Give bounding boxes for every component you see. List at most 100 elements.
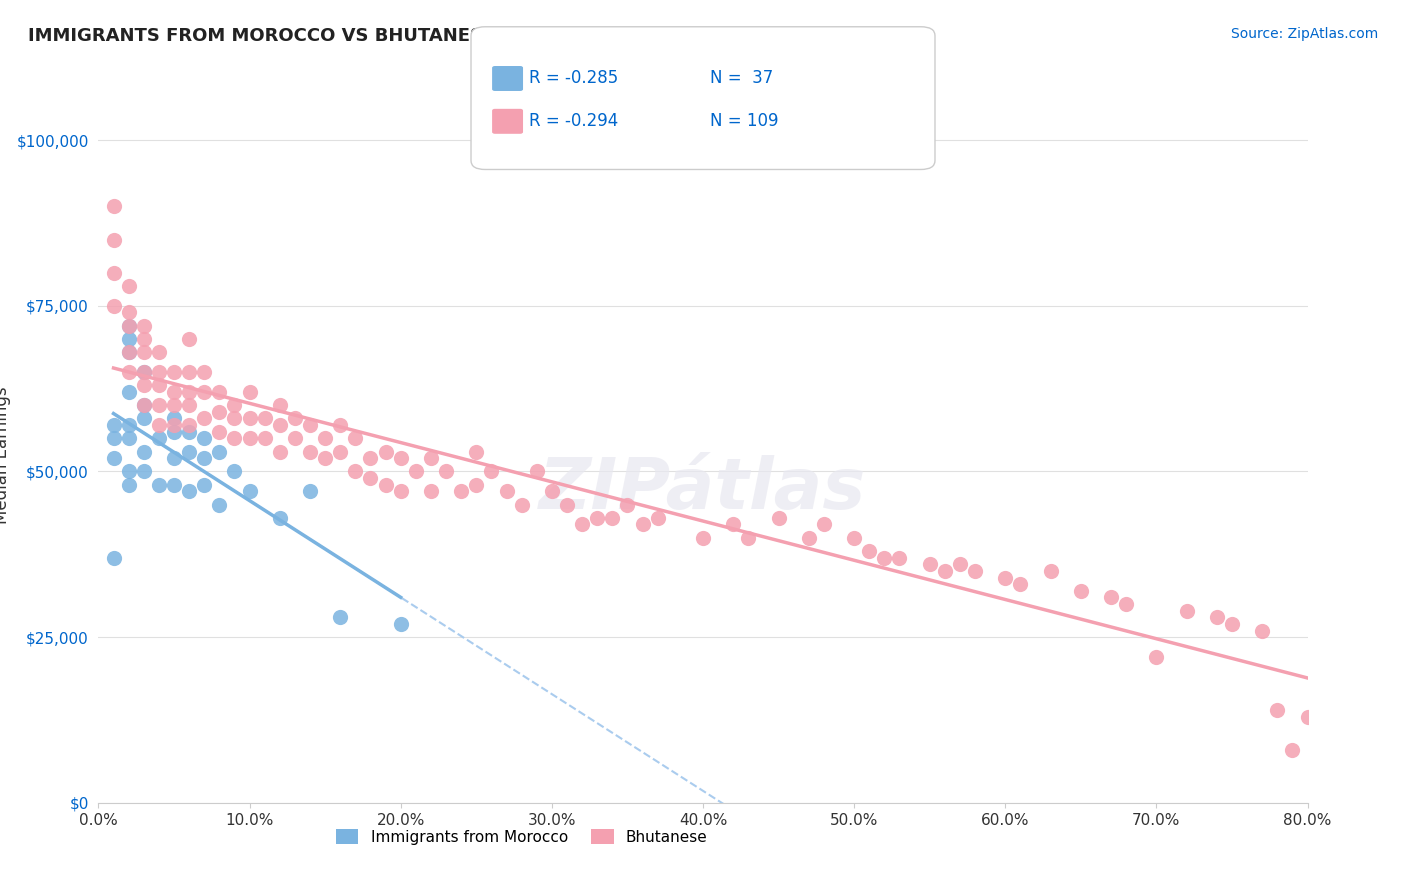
Point xyxy=(586,511,609,525)
Point xyxy=(239,431,262,445)
Point xyxy=(284,431,307,445)
Point xyxy=(132,365,155,379)
Point xyxy=(193,431,215,445)
Point xyxy=(723,517,745,532)
Point xyxy=(344,431,367,445)
Point xyxy=(163,384,186,399)
Point xyxy=(103,199,125,213)
Point xyxy=(179,384,201,399)
Text: N = 109: N = 109 xyxy=(710,112,779,130)
Point xyxy=(132,411,155,425)
Point xyxy=(616,498,638,512)
Point xyxy=(299,418,322,433)
Text: IMMIGRANTS FROM MOROCCO VS BHUTANESE MEDIAN EARNINGS CORRELATION CHART: IMMIGRANTS FROM MOROCCO VS BHUTANESE MED… xyxy=(28,27,914,45)
Point xyxy=(1070,583,1092,598)
Point xyxy=(813,517,835,532)
Point xyxy=(329,444,352,458)
Point xyxy=(420,451,443,466)
Point xyxy=(103,233,125,247)
Point xyxy=(1175,604,1198,618)
Point xyxy=(132,332,155,346)
Point xyxy=(193,411,215,425)
Point xyxy=(132,318,155,333)
Point xyxy=(118,279,141,293)
Point xyxy=(132,365,155,379)
Point xyxy=(269,511,291,525)
Point xyxy=(269,398,291,412)
Point xyxy=(132,398,155,412)
Point xyxy=(118,431,141,445)
Point xyxy=(1144,650,1167,665)
Point xyxy=(631,517,654,532)
Text: ZIPátlas: ZIPátlas xyxy=(540,455,866,524)
Point xyxy=(239,384,262,399)
Point xyxy=(692,531,714,545)
Point xyxy=(1010,577,1032,591)
Point xyxy=(118,305,141,319)
Point xyxy=(873,550,896,565)
Point xyxy=(132,444,155,458)
Point xyxy=(344,465,367,479)
Legend: Immigrants from Morocco, Bhutanese: Immigrants from Morocco, Bhutanese xyxy=(329,822,714,851)
Point xyxy=(965,564,987,578)
Point xyxy=(118,477,141,491)
Point xyxy=(253,431,276,445)
Text: N =  37: N = 37 xyxy=(710,70,773,87)
Point xyxy=(329,610,352,624)
Point xyxy=(224,398,246,412)
Point xyxy=(239,484,262,499)
Point xyxy=(179,332,201,346)
Point xyxy=(132,378,155,392)
Point xyxy=(148,431,170,445)
Point xyxy=(163,451,186,466)
Point xyxy=(132,345,155,359)
Point xyxy=(179,425,201,439)
Point xyxy=(224,431,246,445)
Point xyxy=(163,365,186,379)
Point xyxy=(858,544,880,558)
Point xyxy=(360,451,382,466)
Point xyxy=(284,411,307,425)
Point xyxy=(647,511,669,525)
Point xyxy=(103,550,125,565)
Point xyxy=(179,365,201,379)
Point xyxy=(1099,591,1122,605)
Point xyxy=(179,444,201,458)
Point xyxy=(389,451,412,466)
Point xyxy=(163,477,186,491)
Point xyxy=(465,444,488,458)
Point xyxy=(148,418,170,433)
Point xyxy=(208,444,231,458)
Point xyxy=(148,345,170,359)
Point xyxy=(299,444,322,458)
Point xyxy=(269,418,291,433)
Point xyxy=(1296,709,1319,723)
Point xyxy=(179,398,201,412)
Point xyxy=(163,411,186,425)
Point xyxy=(329,418,352,433)
Point xyxy=(1220,616,1243,631)
Point xyxy=(208,405,231,419)
Point xyxy=(208,384,231,399)
Point xyxy=(179,484,201,499)
Point xyxy=(299,484,322,499)
Point xyxy=(118,345,141,359)
Point xyxy=(571,517,593,532)
Point xyxy=(389,484,412,499)
Point xyxy=(179,418,201,433)
Point xyxy=(465,477,488,491)
Point xyxy=(374,477,396,491)
Point xyxy=(132,398,155,412)
Point xyxy=(118,365,141,379)
Point xyxy=(994,570,1017,584)
Point xyxy=(555,498,578,512)
Point xyxy=(239,411,262,425)
Point xyxy=(103,266,125,280)
Point xyxy=(510,498,533,512)
Point xyxy=(360,471,382,485)
Text: Source: ZipAtlas.com: Source: ZipAtlas.com xyxy=(1230,27,1378,41)
Point xyxy=(768,511,790,525)
Point xyxy=(526,465,548,479)
Point xyxy=(148,477,170,491)
Point xyxy=(118,345,141,359)
